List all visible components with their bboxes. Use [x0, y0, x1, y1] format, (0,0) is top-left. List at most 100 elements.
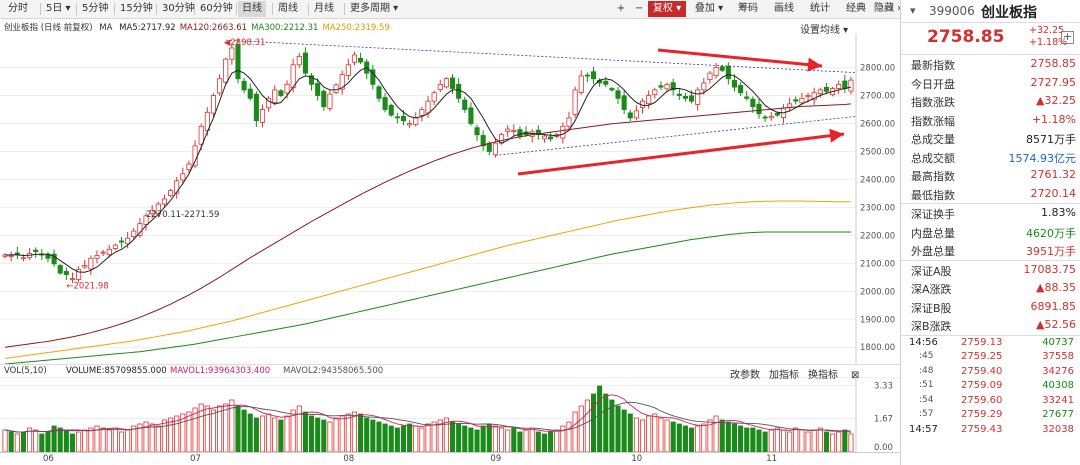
candle-body [210, 95, 217, 114]
volume-bar [241, 409, 247, 452]
period-tab-7[interactable]: 周线 [278, 3, 298, 14]
tick-volume: 33241 [1042, 394, 1074, 406]
volume-bar [725, 421, 731, 452]
volume-bar [639, 419, 646, 452]
candle-body [731, 80, 738, 88]
vol-tool-0[interactable]: 改参数 [730, 370, 760, 381]
volume-bar [768, 429, 774, 452]
volume-bar [351, 411, 357, 452]
candle-body [321, 90, 327, 108]
toolbar-button-5[interactable]: 画线 [774, 3, 794, 14]
candle-body [848, 79, 854, 92]
month-label: 07 [190, 454, 201, 464]
candle-body [308, 75, 315, 85]
stats-block-b: 深证换手 1.83% 内盘总量 4620万手 外盘总量 3951万手 [901, 203, 1080, 260]
candle-body [358, 57, 364, 63]
up-arrow-shaft [517, 132, 845, 176]
period-tab-0[interactable]: 分时 [8, 3, 28, 14]
stat-a-row-6: 最高指数 2761.32 [901, 166, 1080, 185]
candle-body [560, 125, 566, 139]
candle-body [143, 215, 149, 225]
period-tab-6[interactable]: 日线 [238, 1, 266, 17]
candle-body [584, 74, 590, 77]
volume-bar [774, 427, 780, 452]
volume-bar [204, 405, 210, 452]
candle-body [8, 255, 14, 257]
tick-volume: 34276 [1042, 365, 1074, 377]
toolbar-button-8[interactable]: 隐藏 [874, 3, 894, 14]
candle-body [186, 163, 192, 171]
stat-a-label: 今日开盘 [911, 77, 955, 91]
volume-bar [155, 425, 161, 452]
volume-bar [168, 417, 174, 452]
ma-settings-button[interactable]: 设置均线 ▾ [800, 25, 849, 36]
volume-bar [499, 427, 505, 452]
month-label: 08 [343, 454, 355, 464]
candle-body [799, 97, 805, 104]
candle-body [272, 89, 278, 103]
period-tab-1[interactable]: 5日 ▾ [46, 3, 71, 14]
volume-bar [590, 393, 597, 452]
candle-body [51, 253, 57, 265]
volume-legend: VOL(5,10) VOLUME:85709855.000 MAVOL1:939… [0, 364, 900, 381]
period-tab-4[interactable]: 30分钟 [162, 3, 195, 14]
tick-time: :51 [919, 380, 934, 390]
up-arrow [829, 128, 844, 143]
volume-bar [750, 427, 756, 452]
add-watchlist-button[interactable]: + [1061, 30, 1074, 44]
toolbar-separator [156, 3, 157, 15]
period-tab-5[interactable]: 60分钟 [200, 3, 233, 14]
vol-close-button[interactable]: ⊠ [851, 370, 860, 381]
y-tick-label: 2600.00 [860, 119, 895, 129]
stat-c-value: 6891.85 [1030, 299, 1077, 313]
candle-body [566, 117, 572, 127]
volume-bar [799, 429, 805, 452]
candle-body [572, 89, 578, 115]
candle-body [315, 83, 321, 96]
volume-bar [486, 423, 492, 452]
candle-body [168, 190, 174, 197]
period-toolbar: 分时 5日 ▾ 5分钟 15分钟 30分钟 60分钟 日线 周线 月线 更多周期 ▾ + − 复权 ▾ 叠… [0, 0, 902, 19]
dropdown-icon[interactable]: ▾ [910, 4, 916, 17]
volume-bar [27, 427, 33, 452]
candle-body [676, 93, 682, 96]
y-tick-label: 2100.00 [860, 259, 895, 269]
candle-body [419, 109, 425, 116]
toolbar-button-3[interactable]: 叠加 ▾ [694, 3, 724, 14]
stat-a-label: 最高指数 [911, 170, 955, 183]
candle-body [345, 64, 351, 76]
stat-a-row-0: 最新指数 2758.85 [901, 55, 1080, 74]
toolbar-button-2[interactable]: 复权 ▾ [648, 1, 686, 17]
period-tab-3[interactable]: 15分钟 [120, 3, 153, 14]
volume-bar [842, 429, 848, 452]
toolbar-button-1[interactable]: − [634, 3, 644, 14]
vol-tool-1[interactable]: 加指标 [769, 370, 799, 381]
volume-bar [419, 427, 425, 452]
stat-b-row-0: 深证换手 1.83% [901, 204, 1080, 223]
volume-chart[interactable]: 0.00 1.67 3.33 [0, 376, 900, 452]
volume-bar [572, 411, 578, 452]
ma300-line [5, 231, 851, 364]
period-tab-9[interactable]: 更多周期 ▾ [350, 3, 399, 14]
volume-bar [713, 415, 719, 452]
vol-tool-2[interactable]: 换指标 [808, 370, 838, 381]
toolbar-button-4[interactable]: 筹码 [738, 3, 758, 14]
toolbar-button-7[interactable]: 经典 [846, 3, 866, 14]
toolbar-button-0[interactable]: + [616, 3, 626, 14]
candle-body [235, 44, 241, 80]
stat-c-row-3: 深B涨跌 ▲52.56 [901, 316, 1080, 335]
toolbar-button-6[interactable]: 统计 [810, 3, 830, 14]
period-tab-2[interactable]: 5分钟 [82, 3, 109, 14]
volume-bar [118, 431, 125, 452]
candlestick-chart[interactable]: 1800.00 1900.00 2000.00 2100.00 2200.00 2300.… [0, 34, 900, 364]
candle-body [689, 95, 695, 102]
candle-body [33, 249, 39, 252]
period-tab-8[interactable]: 月线 [314, 3, 334, 14]
candle-body [388, 104, 394, 116]
volume-bar [578, 405, 584, 452]
toolbar-button-9[interactable]: ‹ › [890, 3, 902, 14]
toolbar-separator [40, 3, 41, 15]
stat-a-row-1: 今日开盘 2727.95 [901, 74, 1080, 93]
volume-bar [787, 431, 793, 452]
candle-body [750, 98, 756, 108]
